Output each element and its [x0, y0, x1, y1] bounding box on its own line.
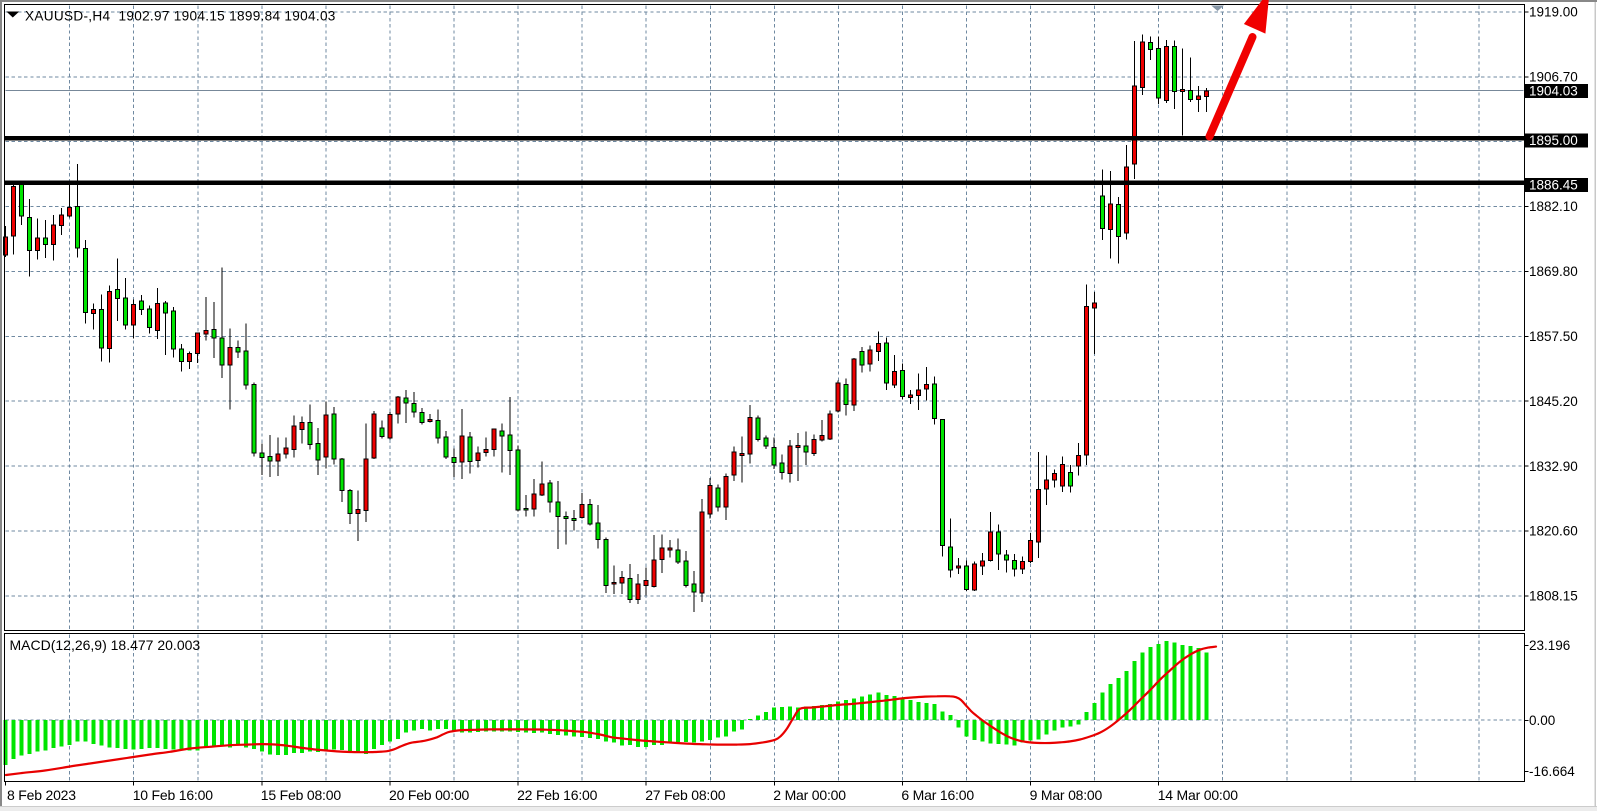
svg-text:-16.664: -16.664 [1529, 764, 1575, 779]
svg-text:1857.50: 1857.50 [1529, 329, 1578, 344]
svg-text:1869.80: 1869.80 [1529, 264, 1578, 279]
svg-text:XAUUSD-,H4 1902.97 1904.15 18: XAUUSD-,H4 1902.97 1904.15 1899.84 1904.… [25, 9, 336, 24]
svg-text:10 Feb 16:00: 10 Feb 16:00 [133, 787, 214, 803]
svg-text:20 Feb 00:00: 20 Feb 00:00 [389, 787, 470, 803]
svg-text:15 Feb 08:00: 15 Feb 08:00 [261, 787, 342, 803]
svg-text:0.00: 0.00 [1529, 713, 1555, 728]
svg-text:1919.00: 1919.00 [1529, 5, 1578, 20]
svg-text:1895.00: 1895.00 [1529, 133, 1578, 148]
svg-text:6 Mar 16:00: 6 Mar 16:00 [901, 787, 974, 803]
svg-text:14 Mar 00:00: 14 Mar 00:00 [1158, 787, 1239, 803]
svg-text:1845.20: 1845.20 [1529, 394, 1578, 409]
svg-text:1882.10: 1882.10 [1529, 199, 1578, 214]
svg-text:23.196: 23.196 [1529, 638, 1570, 653]
svg-text:1832.90: 1832.90 [1529, 459, 1578, 474]
svg-text:MACD(12,26,9) 18.477 20.003: MACD(12,26,9) 18.477 20.003 [10, 637, 201, 653]
svg-text:1820.60: 1820.60 [1529, 524, 1578, 539]
svg-text:22 Feb 16:00: 22 Feb 16:00 [517, 787, 598, 803]
svg-text:1904.03: 1904.03 [1529, 84, 1578, 99]
svg-text:9 Mar 08:00: 9 Mar 08:00 [1030, 787, 1103, 803]
svg-text:1906.70: 1906.70 [1529, 70, 1578, 85]
svg-text:2 Mar 00:00: 2 Mar 00:00 [773, 787, 846, 803]
svg-text:8 Feb 2023: 8 Feb 2023 [7, 787, 76, 803]
svg-text:1886.45: 1886.45 [1529, 178, 1578, 193]
svg-text:27 Feb 08:00: 27 Feb 08:00 [645, 787, 726, 803]
svg-text:1808.15: 1808.15 [1529, 589, 1578, 604]
